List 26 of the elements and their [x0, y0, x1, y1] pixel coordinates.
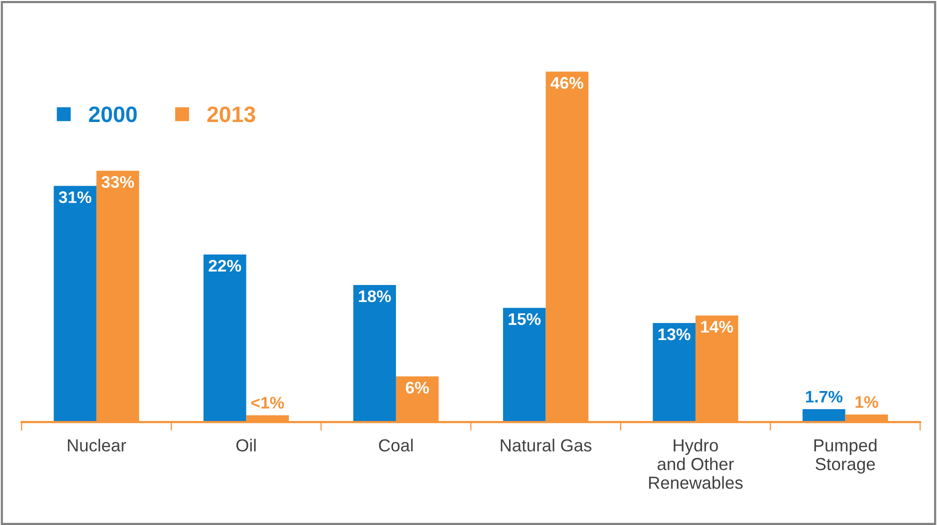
bar [54, 186, 96, 422]
bar [204, 254, 246, 422]
bar [503, 308, 546, 422]
data-label: 22% [208, 260, 242, 272]
x-tick-label: Nuclear [68, 438, 126, 452]
data-label: 13% [658, 328, 690, 340]
data-label: 18% [358, 290, 391, 302]
data-label: 1% [856, 396, 878, 408]
bar [353, 284, 396, 422]
legend-label: 2000 [88, 106, 137, 122]
data-label: 1.7% [806, 390, 842, 403]
data-label: 46% [550, 77, 584, 89]
data-label: 33% [101, 176, 134, 188]
bar [652, 323, 696, 422]
data-label: <1% [251, 396, 284, 409]
bar [802, 409, 846, 422]
x-tick-label: Pumped Storage [814, 438, 876, 474]
x-tick-label: Natural Gas [500, 438, 592, 452]
data-label: 6% [406, 382, 429, 394]
x-tick-label: Coal [378, 438, 413, 452]
x-tick-label: Oil [236, 438, 256, 452]
x-tick-label: Hydro and Other Renewables [649, 438, 743, 489]
data-label: 15% [508, 313, 541, 325]
data-label: 14% [701, 320, 734, 333]
data-label: 31% [58, 191, 92, 204]
legend-label: 2013 [207, 106, 256, 122]
